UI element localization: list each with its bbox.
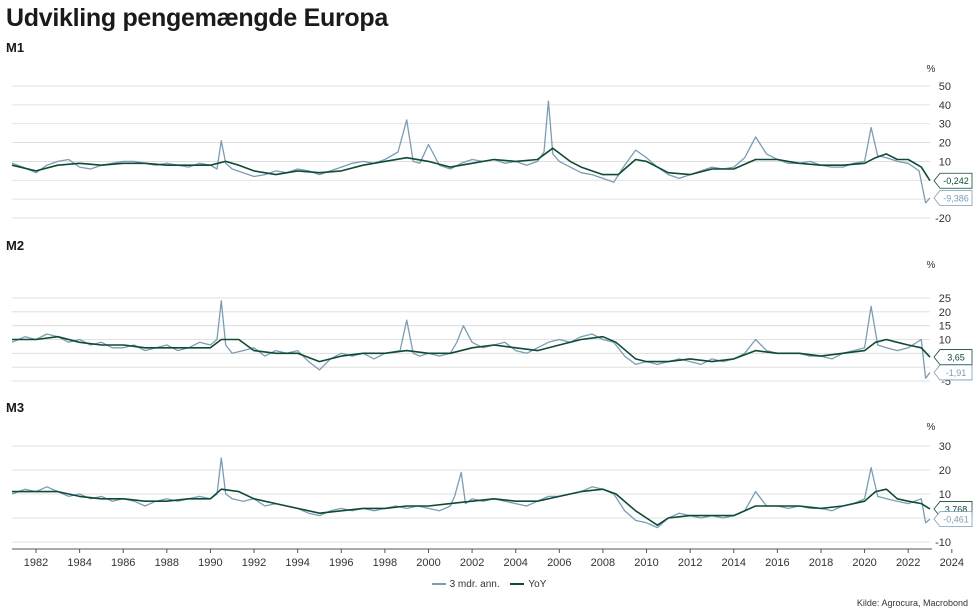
x-tick-label: 1988 — [155, 557, 179, 569]
x-tick-label: 1994 — [285, 557, 309, 569]
x-tick-label: 2020 — [852, 557, 876, 569]
end-label-box-m2-yoy — [933, 349, 973, 365]
y-tick-label-m3: -10 — [935, 537, 951, 549]
panel-title-m1: M1 — [6, 40, 25, 55]
x-tick-label: 2022 — [896, 557, 920, 569]
legend-label-3m: 3 mdr. ann. — [449, 578, 500, 590]
chart-legend: 3 mdr. ann. YoY — [0, 577, 978, 590]
x-tick-label: 2004 — [503, 557, 527, 569]
x-tick-label: 2008 — [591, 557, 615, 569]
x-tick-label: 1984 — [67, 557, 91, 569]
end-label-m1-3m: -9,386 — [943, 193, 969, 203]
y-tick-label-m2: -5 — [941, 376, 951, 388]
series-line-m3-yoy — [12, 488, 931, 526]
y-tick-label-m3: 30 — [939, 441, 951, 453]
legend-item-yoy: YoY — [510, 579, 546, 590]
x-tick-label: 2000 — [416, 557, 440, 569]
x-tick-label: 2016 — [765, 557, 789, 569]
x-tick-label: 2002 — [460, 557, 484, 569]
legend-item-3m: 3 mdr. ann. — [431, 578, 500, 590]
x-tick-label: 2014 — [722, 557, 746, 569]
legend-label-yoy: YoY — [528, 578, 547, 590]
x-tick-label: 1986 — [111, 557, 135, 569]
series-line-m2-yoy — [12, 335, 931, 363]
end-label-box-m1-3m — [933, 190, 973, 206]
x-tick-label: 2012 — [678, 557, 702, 569]
y-tick-label-m2: 15 — [939, 321, 951, 333]
y-tick-label-m1: 20 — [939, 138, 951, 150]
end-label-m3-3m: -0,461 — [943, 515, 969, 525]
x-tick-label: 2024 — [940, 557, 964, 569]
end-label-box-m3-3m — [933, 511, 973, 528]
series-line-m1-3m — [11, 100, 931, 204]
x-tick-label: 1998 — [373, 557, 397, 569]
x-tick-label: 1990 — [198, 557, 222, 569]
y-tick-label-m2: 20 — [939, 307, 951, 319]
x-tick-label: 1996 — [329, 557, 353, 569]
x-tick-label: 2018 — [809, 557, 833, 569]
source-note: Kilde: Agrocura, Macrobond — [856, 598, 968, 608]
y-unit-label-m2: % — [927, 260, 936, 271]
y-tick-label-m1: 30 — [939, 119, 951, 131]
series-line-m1-yoy — [11, 147, 931, 182]
legend-swatch-3m — [431, 583, 446, 585]
series-line-m3-3m — [11, 457, 931, 529]
panel-title-m3: M3 — [6, 400, 25, 415]
y-tick-label-m1: -20 — [935, 213, 951, 225]
end-label-m3-yoy: 3,768 — [945, 504, 968, 514]
end-label-m2-yoy: 3,65 — [947, 353, 965, 363]
y-tick-label-m2: 25 — [939, 293, 951, 305]
y-tick-label-m1: 10 — [939, 156, 951, 168]
y-tick-label-m2: 10 — [939, 335, 951, 347]
y-unit-label-m1: % — [927, 64, 936, 75]
y-tick-label-m3: 20 — [939, 465, 951, 477]
x-tick-label: 1982 — [24, 557, 48, 569]
x-tick-label: 1992 — [242, 557, 266, 569]
end-label-m2-3m: -1,91 — [946, 368, 967, 378]
x-tick-label: 2010 — [634, 557, 658, 569]
y-tick-label-m3: 10 — [939, 489, 951, 501]
legend-swatch-yoy — [510, 583, 525, 585]
y-tick-label-m1: 50 — [939, 81, 951, 93]
end-label-m1-yoy: -0,242 — [943, 176, 969, 186]
end-label-box-m1-yoy — [933, 172, 973, 189]
page-title: Udvikling pengemængde Europa — [6, 4, 388, 32]
y-tick-label-m1: 40 — [939, 100, 951, 112]
end-label-box-m2-3m — [933, 364, 973, 381]
y-unit-label-m3: % — [927, 422, 936, 433]
panel-title-m2: M2 — [6, 238, 25, 253]
x-tick-label: 2006 — [547, 557, 571, 569]
